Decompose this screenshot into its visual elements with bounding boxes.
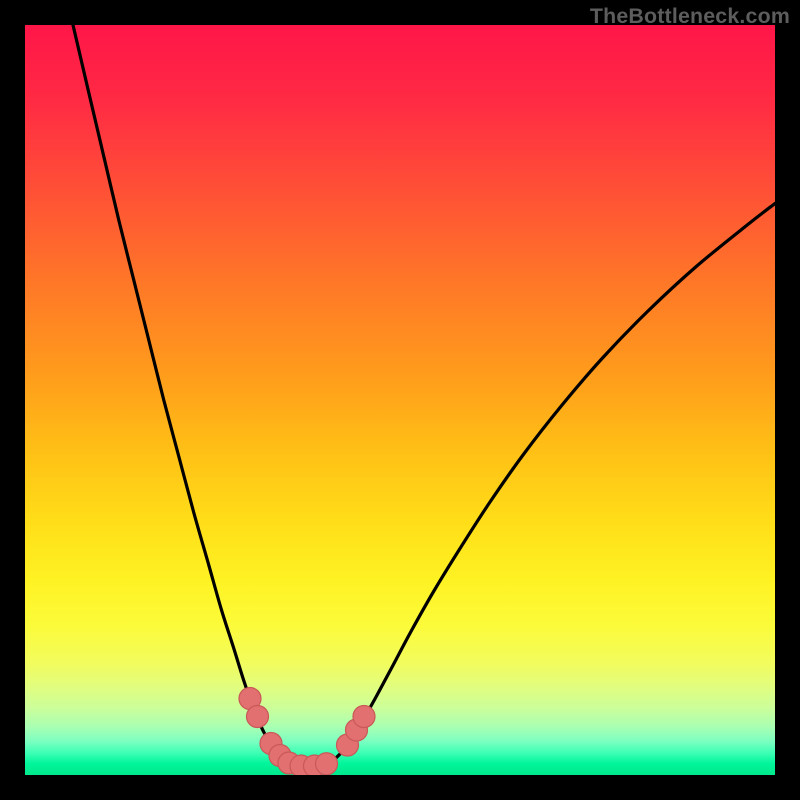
chart-svg: [0, 0, 800, 800]
plot-background: [25, 25, 775, 775]
trough-marker: [247, 706, 269, 728]
chart-stage: TheBottleneck.com: [0, 0, 800, 800]
watermark-text: TheBottleneck.com: [590, 4, 790, 29]
trough-marker: [316, 753, 338, 775]
trough-marker: [353, 706, 375, 728]
